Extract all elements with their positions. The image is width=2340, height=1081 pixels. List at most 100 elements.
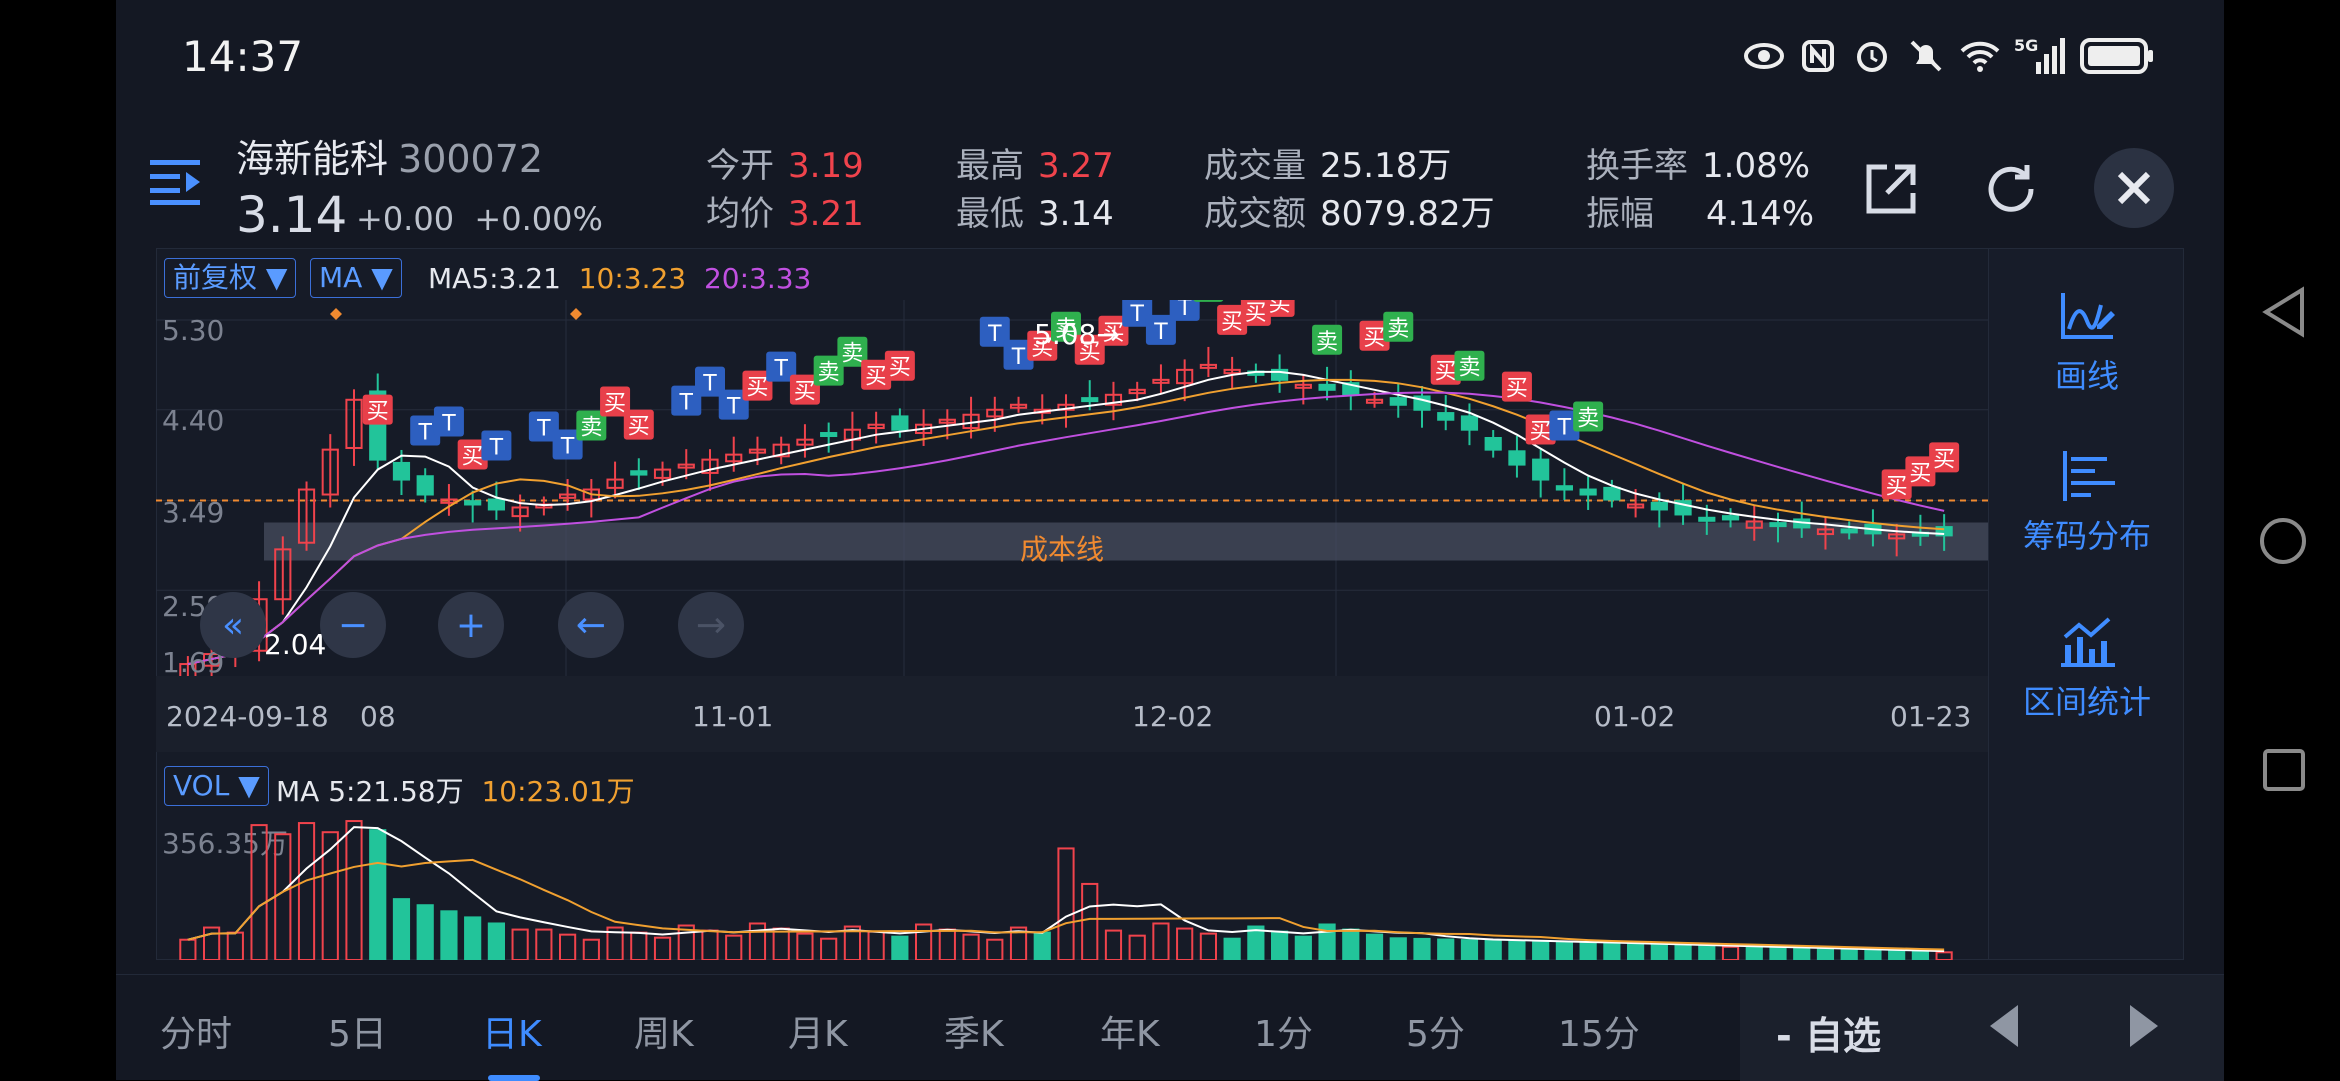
adjust-dropdown[interactable]: 前复权 ▼ [164, 258, 297, 298]
trade-marker[interactable] [457, 439, 488, 470]
trade-marker[interactable] [1549, 410, 1580, 441]
zoom-out-button[interactable]: − [320, 592, 386, 658]
trade-marker[interactable] [410, 415, 441, 446]
candle-body [1650, 501, 1668, 511]
trade-marker[interactable] [1145, 314, 1176, 345]
trade-marker[interactable] [742, 370, 773, 401]
trade-marker[interactable] [1240, 300, 1271, 326]
trade-marker[interactable] [362, 394, 393, 425]
trade-marker-label: 卖 [1055, 317, 1077, 342]
jump-start-button[interactable]: « [200, 592, 266, 658]
trade-marker[interactable] [1501, 371, 1532, 402]
candle-body [1128, 388, 1146, 395]
trade-marker[interactable] [1905, 456, 1936, 487]
event-diamond-icon[interactable] [570, 308, 582, 320]
tab-quarterly-k[interactable]: 季K [944, 1014, 1004, 1055]
volume-chart[interactable] [156, 808, 2088, 960]
signal-5g-icon: 5G [2014, 36, 2066, 76]
draw-line-tool[interactable]: 画线 [1989, 289, 2185, 397]
volume-bar [464, 916, 482, 960]
tab-yearly-k[interactable]: 年K [1100, 1014, 1160, 1055]
trade-marker[interactable] [1573, 401, 1604, 432]
volume-bar [321, 831, 339, 960]
volume-ma-legend: MA 5:21.58万 10:23.01万 [276, 770, 635, 810]
indicator-dropdown[interactable]: MA ▼ [310, 258, 402, 298]
tab-weekly-k[interactable]: 周K [634, 1014, 694, 1055]
trade-marker[interactable] [528, 411, 559, 442]
tab-1min[interactable]: 1分 [1254, 1014, 1313, 1055]
nav-recents-button[interactable] [2262, 748, 2306, 796]
candle-body [1532, 458, 1550, 481]
zoom-in-button[interactable]: + [438, 592, 504, 658]
tab-monthly-k[interactable]: 月K [788, 1014, 848, 1055]
trade-marker[interactable] [837, 336, 868, 367]
trade-marker[interactable] [789, 374, 820, 405]
pan-left-button[interactable]: ← [558, 592, 624, 658]
trade-marker[interactable] [979, 316, 1010, 347]
trade-marker[interactable] [1312, 324, 1343, 355]
tab-fenshi[interactable]: 分时 [160, 1014, 233, 1055]
nav-back-button[interactable] [2260, 286, 2306, 342]
trade-marker[interactable] [1383, 311, 1414, 342]
trade-marker[interactable] [1169, 300, 1200, 321]
trade-marker[interactable] [1003, 339, 1034, 370]
refresh-button[interactable] [1976, 154, 2046, 224]
chip-distribution-tool[interactable]: 筹码分布 [1989, 449, 2185, 557]
share-button[interactable] [1856, 154, 1926, 224]
trade-marker[interactable] [1193, 300, 1224, 302]
trade-marker[interactable] [1122, 300, 1153, 327]
trade-marker[interactable] [1929, 442, 1960, 473]
trade-marker[interactable] [1074, 334, 1105, 365]
prev-stock-button[interactable] [1984, 1001, 2024, 1055]
volume-dropdown[interactable]: VOL ▼ [164, 766, 269, 806]
nav-home-button[interactable] [2258, 516, 2308, 570]
range-stats-tool[interactable]: 区间统计 [1989, 615, 2185, 723]
trade-marker[interactable] [884, 350, 915, 381]
trade-marker-label: 卖 [580, 416, 602, 441]
trade-marker[interactable] [1359, 320, 1390, 351]
candlestick-chart[interactable]: 买TT买TTT卖买买TTT买T买卖卖买买TT买卖买买TTT卖买买买卖买卖买卖买买… [156, 300, 2088, 700]
trade-marker[interactable] [1051, 311, 1081, 342]
trade-marker[interactable] [766, 351, 797, 382]
trade-marker[interactable] [433, 406, 464, 437]
trade-marker[interactable] [1027, 330, 1058, 361]
candle-body [274, 548, 292, 601]
trade-marker[interactable] [623, 409, 654, 440]
trade-marker[interactable] [481, 430, 512, 461]
trade-marker[interactable] [1454, 350, 1485, 381]
trade-marker[interactable] [1098, 315, 1129, 346]
ma20-value: 20:3.33 [703, 262, 812, 295]
tab-5min[interactable]: 5分 [1406, 1014, 1465, 1055]
tab-daily-k[interactable]: 日K [482, 1014, 542, 1055]
candle-body [1508, 450, 1526, 466]
tab-15min[interactable]: 15分 [1558, 1014, 1640, 1055]
trade-marker[interactable] [552, 429, 583, 460]
event-diamond-icon[interactable] [330, 308, 342, 320]
candle-body [772, 443, 790, 458]
trade-marker[interactable] [1881, 469, 1912, 500]
trade-marker[interactable] [1264, 300, 1295, 317]
trade-marker[interactable] [813, 355, 844, 386]
trade-marker[interactable] [1217, 304, 1248, 335]
trade-marker-label: T [1011, 345, 1026, 370]
alarm-icon [1852, 36, 1892, 76]
watchlist-button[interactable]: - 自选 [1776, 1014, 1882, 1058]
tab-5day[interactable]: 5日 [328, 1014, 387, 1055]
close-button[interactable] [2094, 148, 2174, 228]
double-chevron-left-icon: « [221, 604, 245, 646]
trade-marker-label: T [489, 435, 504, 460]
trade-marker[interactable] [576, 410, 607, 441]
trade-marker[interactable] [671, 385, 702, 416]
next-stock-button[interactable] [2124, 1001, 2164, 1055]
pan-right-button[interactable]: → [678, 592, 744, 658]
trade-marker[interactable] [1430, 354, 1461, 385]
menu-button[interactable] [146, 150, 206, 210]
vol-ma5-value: MA 5:21.58万 [276, 775, 464, 808]
volume-bar [250, 824, 268, 960]
trade-marker[interactable] [861, 359, 892, 390]
trade-marker[interactable] [600, 386, 631, 417]
trade-marker[interactable] [1525, 414, 1556, 445]
stat-value: 25.18万 [1320, 146, 1452, 186]
trade-marker[interactable] [718, 389, 749, 420]
trade-marker[interactable] [695, 366, 725, 397]
